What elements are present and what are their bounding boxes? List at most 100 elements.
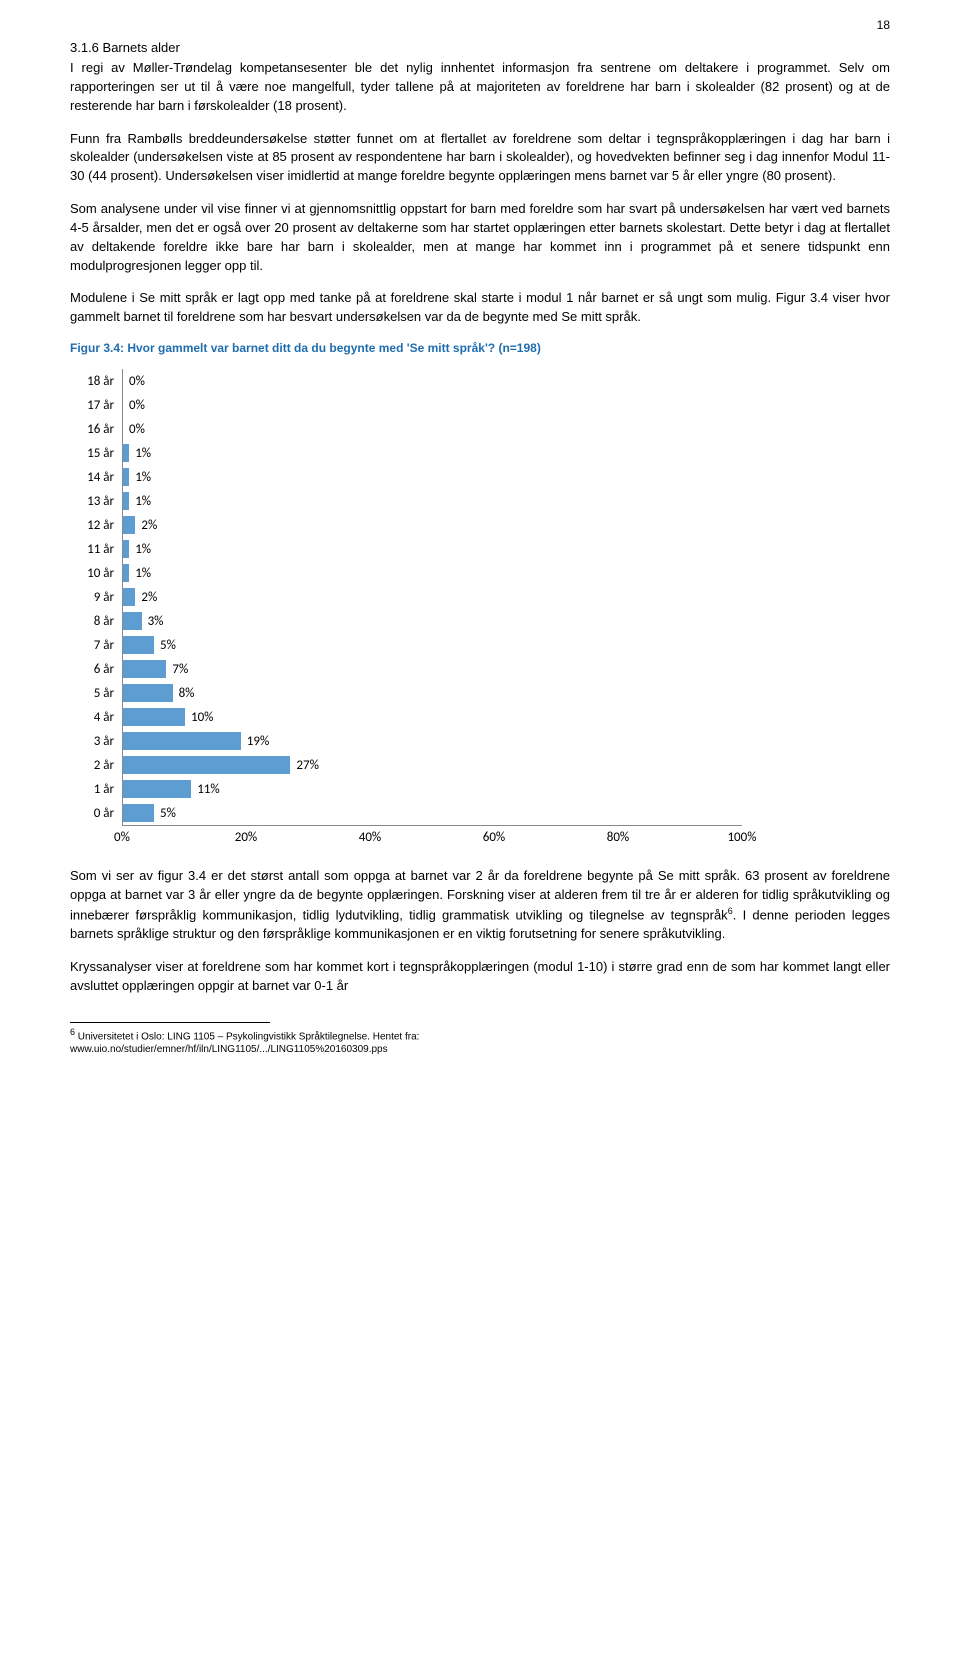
x-axis-tick: 100% bbox=[727, 830, 756, 845]
plot-area: 1% bbox=[122, 561, 742, 585]
paragraph-1: I regi av Møller-Trøndelag kompetansesen… bbox=[70, 59, 890, 116]
y-axis-label: 14 år bbox=[76, 470, 122, 485]
bar-value-label: 1% bbox=[129, 489, 151, 513]
y-axis-label: 4 år bbox=[76, 710, 122, 725]
chart-row: 16 år0% bbox=[76, 417, 890, 441]
x-axis-tick: 40% bbox=[359, 830, 381, 845]
plot-area: 8% bbox=[122, 681, 742, 705]
bar-value-label: 1% bbox=[129, 465, 151, 489]
chart-row: 0 år 5% bbox=[76, 801, 890, 825]
paragraph-4: Modulene i Se mitt språk er lagt opp med… bbox=[70, 289, 890, 327]
x-axis: 0%20%40%60%80%100% bbox=[122, 825, 742, 849]
plot-area: 0% bbox=[122, 369, 742, 393]
y-axis-label: 15 år bbox=[76, 446, 122, 461]
bar bbox=[123, 732, 241, 750]
bar bbox=[123, 588, 135, 606]
footnote-6: 6 Universitetet i Oslo: LING 1105 – Psyk… bbox=[70, 1027, 890, 1056]
bar-value-label: 3% bbox=[142, 609, 164, 633]
plot-area: 10% bbox=[122, 705, 742, 729]
plot-area: 19% bbox=[122, 729, 742, 753]
plot-area: 1% bbox=[122, 537, 742, 561]
footnote-rule bbox=[70, 1022, 270, 1023]
footnote-line2: www.uio.no/studier/emner/hf/iln/LING1105… bbox=[70, 1044, 388, 1055]
plot-area: 27% bbox=[122, 753, 742, 777]
y-axis-label: 16 år bbox=[76, 422, 122, 437]
y-axis-label: 12 år bbox=[76, 518, 122, 533]
y-axis-label: 3 år bbox=[76, 734, 122, 749]
y-axis-label: 6 år bbox=[76, 662, 122, 677]
chart-row: 11 år 1% bbox=[76, 537, 890, 561]
bar-value-label: 27% bbox=[290, 753, 318, 777]
y-axis-label: 5 år bbox=[76, 686, 122, 701]
y-axis-label: 0 år bbox=[76, 806, 122, 821]
footnote-line1: Universitetet i Oslo: LING 1105 – Psykol… bbox=[75, 1031, 419, 1042]
section-heading: 3.1.6 Barnets alder bbox=[70, 40, 890, 55]
bar-value-label: 19% bbox=[241, 729, 269, 753]
x-axis-tick: 60% bbox=[483, 830, 505, 845]
chart-row: 6 år7% bbox=[76, 657, 890, 681]
y-axis-label: 10 år bbox=[76, 566, 122, 581]
plot-area: 5% bbox=[122, 801, 742, 825]
y-axis-label: 2 år bbox=[76, 758, 122, 773]
x-axis-tick: 20% bbox=[235, 830, 257, 845]
bar-value-label: 1% bbox=[129, 561, 151, 585]
bar bbox=[123, 756, 290, 774]
bar-value-label: 8% bbox=[173, 681, 195, 705]
paragraph-5: Som vi ser av figur 3.4 er det størst an… bbox=[70, 867, 890, 944]
chart-row: 13 år 1% bbox=[76, 489, 890, 513]
bar-value-label: 0% bbox=[123, 369, 145, 393]
bar bbox=[123, 516, 135, 534]
bar-value-label: 5% bbox=[154, 801, 176, 825]
chart-row: 2 år 27% bbox=[76, 753, 890, 777]
bar-value-label: 2% bbox=[135, 585, 157, 609]
bar bbox=[123, 708, 185, 726]
y-axis-label: 13 år bbox=[76, 494, 122, 509]
y-axis-label: 9 år bbox=[76, 590, 122, 605]
plot-area: 5% bbox=[122, 633, 742, 657]
bar-value-label: 10% bbox=[185, 705, 213, 729]
paragraph-3: Som analysene under vil vise finner vi a… bbox=[70, 200, 890, 275]
chart-row: 9 år 2% bbox=[76, 585, 890, 609]
plot-area: 7% bbox=[122, 657, 742, 681]
bar bbox=[123, 804, 154, 822]
y-axis-label: 17 år bbox=[76, 398, 122, 413]
figure-title: Figur 3.4: Hvor gammelt var barnet ditt … bbox=[70, 341, 890, 355]
bar bbox=[123, 636, 154, 654]
plot-area: 2% bbox=[122, 513, 742, 537]
chart-row: 8 år 3% bbox=[76, 609, 890, 633]
plot-area: 3% bbox=[122, 609, 742, 633]
chart-row: 4 år 10% bbox=[76, 705, 890, 729]
y-axis-label: 7 år bbox=[76, 638, 122, 653]
bar-chart: 18 år0%17 år0%16 år0%15 år1%14 år1%13 år… bbox=[70, 369, 890, 849]
chart-row: 12 år 2% bbox=[76, 513, 890, 537]
y-axis-label: 18 år bbox=[76, 374, 122, 389]
bar-value-label: 0% bbox=[123, 393, 145, 417]
paragraph-6: Kryssanalyser viser at foreldrene som ha… bbox=[70, 958, 890, 996]
plot-area: 0% bbox=[122, 393, 742, 417]
paragraph-2: Funn fra Rambølls breddeundersøkelse stø… bbox=[70, 130, 890, 187]
y-axis-label: 11 år bbox=[76, 542, 122, 557]
bar-value-label: 1% bbox=[129, 537, 151, 561]
chart-row: 7 år 5% bbox=[76, 633, 890, 657]
plot-area: 2% bbox=[122, 585, 742, 609]
y-axis-label: 8 år bbox=[76, 614, 122, 629]
bar-value-label: 1% bbox=[129, 441, 151, 465]
chart-row: 10 år 1% bbox=[76, 561, 890, 585]
chart-row: 3 år 19% bbox=[76, 729, 890, 753]
chart-row: 17 år0% bbox=[76, 393, 890, 417]
y-axis-label: 1 år bbox=[76, 782, 122, 797]
bar-value-label: 5% bbox=[154, 633, 176, 657]
bar bbox=[123, 780, 191, 798]
x-axis-tick: 80% bbox=[607, 830, 629, 845]
chart-row: 18 år0% bbox=[76, 369, 890, 393]
plot-area: 1% bbox=[122, 441, 742, 465]
plot-area: 11% bbox=[122, 777, 742, 801]
bar-value-label: 2% bbox=[135, 513, 157, 537]
bar-value-label: 11% bbox=[191, 777, 219, 801]
chart-row: 5 år 8% bbox=[76, 681, 890, 705]
bar-value-label: 0% bbox=[123, 417, 145, 441]
chart-row: 15 år 1% bbox=[76, 441, 890, 465]
bar bbox=[123, 612, 142, 630]
plot-area: 0% bbox=[122, 417, 742, 441]
plot-area: 1% bbox=[122, 465, 742, 489]
